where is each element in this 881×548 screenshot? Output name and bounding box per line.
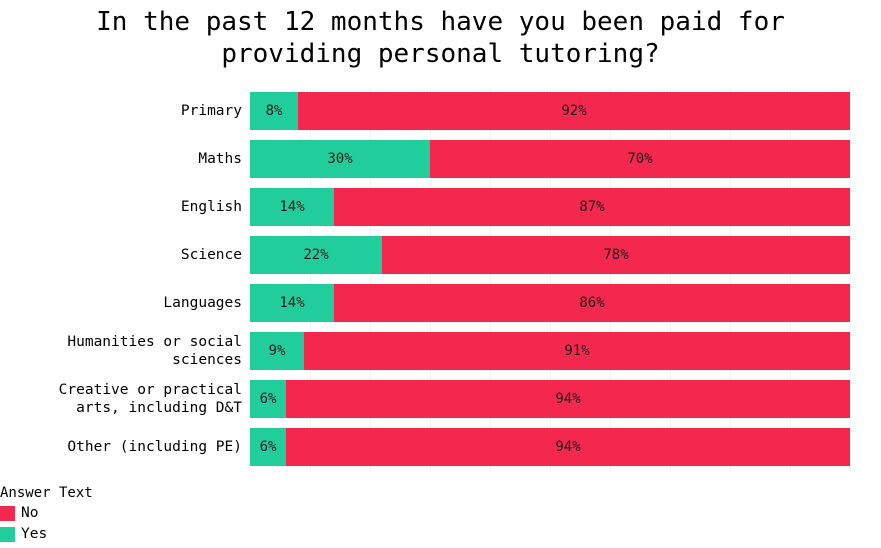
bar-value-label: 78%: [603, 247, 629, 263]
bar-value-label: 14%: [279, 199, 305, 215]
bar-value-label: 6%: [259, 391, 277, 407]
legend-swatch-no: [0, 506, 15, 521]
bar-segment-yes[interactable]: 6%: [250, 380, 286, 418]
legend-label: No: [21, 505, 39, 521]
bar-segment-yes[interactable]: 9%: [250, 332, 304, 370]
legend-item[interactable]: No: [0, 503, 260, 524]
bar-value-label: 22%: [303, 247, 329, 263]
bar-segment-no[interactable]: 86%: [334, 284, 850, 322]
bar-segment-yes[interactable]: 8%: [250, 92, 298, 130]
bar-segment-yes[interactable]: 6%: [250, 428, 286, 466]
y-axis-labels: Primary Maths English Science Languages Human…: [0, 88, 242, 472]
y-axis-label: Other (including PE): [67, 439, 242, 455]
bar-segment-no[interactable]: 87%: [334, 188, 850, 226]
bar-segment-no[interactable]: 91%: [304, 332, 850, 370]
y-axis-label: Primary: [180, 103, 242, 119]
bar-segment-yes[interactable]: 14%: [250, 284, 334, 322]
bar-row: 22% 78%: [250, 236, 850, 274]
legend-entries: No Yes: [0, 503, 260, 545]
bar-value-label: 9%: [268, 343, 286, 359]
bar-segment-yes[interactable]: 22%: [250, 236, 382, 274]
bar-row: 9% 91%: [250, 332, 850, 370]
bar-value-label: 92%: [561, 103, 587, 119]
bar-value-label: 94%: [555, 391, 581, 407]
bar-row: 8% 92%: [250, 92, 850, 130]
y-axis-label: Creative or practical arts, including D&…: [58, 382, 242, 416]
bar-value-label: 6%: [259, 439, 277, 455]
y-axis-label: Science: [180, 247, 242, 263]
y-axis-label: Languages: [163, 295, 242, 311]
y-axis-label: Maths: [198, 151, 242, 167]
bar-rows: 8% 92% 30% 70% 14% 87% 22% 78% 14% 86% 9% 91% 6% 94% 6…: [250, 88, 851, 472]
chart-title: In the past 12 months have you been paid…: [96, 7, 785, 69]
legend: Answer Text No Yes: [0, 484, 260, 545]
legend-item[interactable]: Yes: [0, 524, 260, 545]
bar-row: 14% 86%: [250, 284, 850, 322]
bar-segment-no[interactable]: 94%: [286, 428, 850, 466]
bar-segment-no[interactable]: 94%: [286, 380, 850, 418]
bar-row: 30% 70%: [250, 140, 850, 178]
bar-segment-no[interactable]: 78%: [382, 236, 850, 274]
bar-segment-no[interactable]: 70%: [430, 140, 850, 178]
legend-title: Answer Text: [0, 485, 93, 501]
y-axis-label: Humanities or social sciences: [67, 334, 242, 368]
bar-row: 6% 94%: [250, 380, 850, 418]
y-axis-label: English: [180, 199, 242, 215]
bar-row: 6% 94%: [250, 428, 850, 466]
bar-value-label: 8%: [265, 103, 283, 119]
bar-segment-yes[interactable]: 30%: [250, 140, 430, 178]
bar-value-label: 14%: [279, 295, 305, 311]
bar-value-label: 87%: [579, 199, 605, 215]
bar-value-label: 86%: [579, 295, 605, 311]
bar-value-label: 91%: [564, 343, 590, 359]
plot-area: 8% 92% 30% 70% 14% 87% 22% 78% 14% 86% 9% 91% 6% 94% 6…: [250, 88, 851, 472]
bar-segment-no[interactable]: 92%: [298, 92, 850, 130]
bar-row: 14% 87%: [250, 188, 850, 226]
legend-label: Yes: [21, 526, 48, 542]
bar-segment-yes[interactable]: 14%: [250, 188, 334, 226]
bar-value-label: 94%: [555, 439, 581, 455]
bar-value-label: 30%: [327, 151, 353, 167]
legend-swatch-yes: [0, 527, 15, 542]
bar-value-label: 70%: [627, 151, 653, 167]
